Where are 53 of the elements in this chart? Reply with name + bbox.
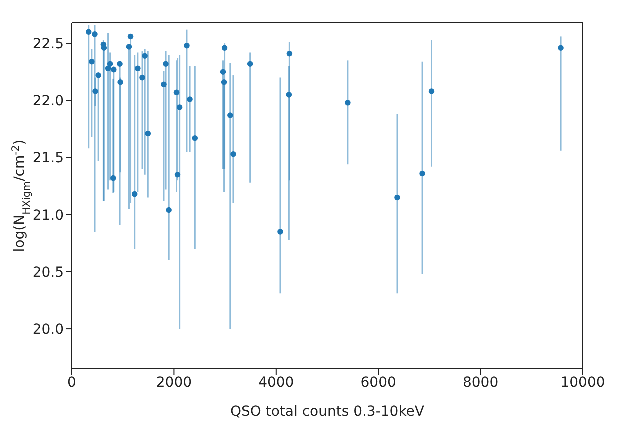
point: [132, 191, 138, 198]
point: [286, 92, 292, 98]
point: [247, 61, 254, 67]
point: [221, 80, 228, 86]
point: [126, 44, 132, 50]
y-tick-label: 21.0: [32, 208, 64, 224]
point: [86, 29, 92, 36]
y-tick-label: 20.0: [32, 322, 64, 338]
point: [107, 61, 114, 67]
point: [128, 34, 134, 40]
x-tick-label: 4000: [258, 374, 294, 391]
y-tick-label: 20.5: [32, 264, 64, 281]
point: [394, 194, 400, 201]
point: [110, 175, 116, 182]
point: [163, 61, 169, 67]
point: [161, 82, 167, 88]
y-tick-label: 21.5: [32, 150, 64, 167]
point: [118, 80, 124, 86]
point: [345, 100, 351, 106]
point: [140, 74, 146, 81]
point: [174, 90, 180, 96]
x-tick-label: 2000: [156, 374, 192, 391]
point: [222, 45, 228, 51]
point: [228, 112, 234, 118]
point: [220, 69, 226, 75]
point: [176, 104, 183, 110]
x-tick-label: 0: [68, 374, 76, 391]
point: [111, 66, 117, 73]
point: [92, 88, 98, 94]
point: [105, 66, 112, 72]
point: [166, 207, 172, 214]
point: [174, 172, 181, 178]
x-tick-label: 10000: [560, 374, 606, 391]
point: [230, 151, 236, 158]
point: [278, 229, 284, 235]
point: [135, 66, 141, 72]
point: [96, 72, 102, 78]
point: [145, 130, 152, 137]
y-tick-label: 22.5: [32, 36, 64, 53]
y-tick-label: 22.0: [32, 94, 64, 110]
x-tick-label: 8000: [462, 374, 499, 391]
point: [184, 42, 190, 49]
point: [142, 53, 148, 59]
x-tick-label: 6000: [360, 374, 396, 391]
x-axis-title: QSO total counts 0.3-10keV: [230, 404, 425, 420]
point: [428, 88, 435, 94]
point: [192, 135, 198, 142]
point: [92, 32, 98, 38]
point: [89, 58, 95, 65]
point: [558, 45, 564, 51]
point: [420, 170, 426, 177]
point: [286, 50, 293, 57]
point: [187, 96, 193, 102]
